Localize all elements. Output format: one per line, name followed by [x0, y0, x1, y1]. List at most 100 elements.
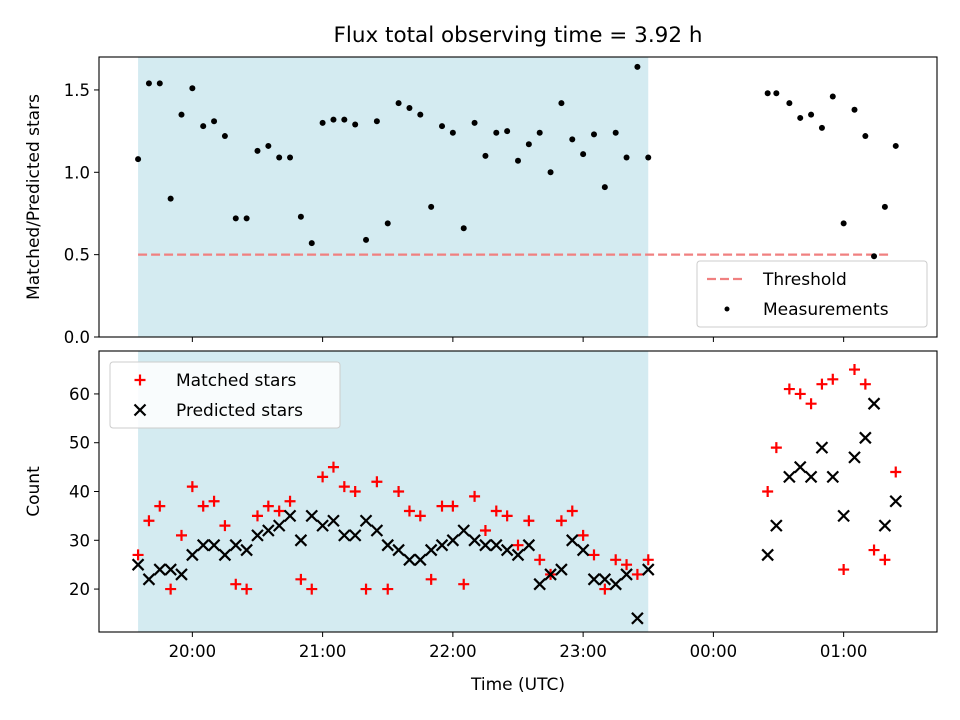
data-point	[186, 481, 198, 493]
data-point	[360, 583, 372, 595]
data-point	[515, 157, 521, 164]
data-point	[761, 548, 774, 562]
data-point	[458, 578, 470, 590]
data-point	[878, 519, 892, 532]
data-point	[547, 169, 554, 176]
data-point	[826, 470, 840, 484]
data-point	[428, 203, 435, 210]
data-point	[512, 539, 524, 551]
data-point	[154, 500, 166, 512]
data-point	[890, 466, 902, 478]
data-point	[794, 388, 806, 400]
data-point	[493, 129, 500, 136]
data-point	[867, 397, 881, 410]
x-tick-label: 23:00	[559, 642, 607, 661]
data-point	[251, 510, 263, 522]
data-point	[555, 515, 567, 527]
data-point	[536, 129, 543, 136]
data-point	[565, 534, 579, 547]
data-point	[645, 154, 652, 161]
y-axis-label: Matched/Predicted stars	[24, 94, 44, 300]
data-point	[207, 538, 221, 552]
data-point	[501, 510, 513, 522]
legend-label: Matched stars	[176, 371, 296, 391]
data-point	[588, 549, 600, 561]
data-point	[243, 215, 250, 222]
data-point	[164, 563, 177, 576]
data-point	[403, 505, 415, 517]
data-point	[590, 131, 597, 138]
data-point	[370, 524, 384, 537]
data-point	[272, 519, 286, 532]
data-point	[523, 515, 535, 527]
data-point	[200, 123, 207, 130]
data-point	[770, 519, 783, 532]
data-point	[468, 534, 481, 547]
data-point	[793, 460, 807, 474]
data-point	[805, 398, 817, 410]
x-tick-label: 22:00	[429, 642, 477, 661]
data-point	[623, 154, 630, 161]
data-point	[490, 505, 502, 517]
data-point	[276, 154, 283, 161]
data-point	[439, 123, 446, 130]
data-point	[555, 563, 568, 576]
data-point	[308, 240, 315, 247]
data-point	[316, 519, 329, 532]
data-point	[859, 378, 871, 390]
data-point	[196, 538, 210, 552]
data-point	[889, 494, 903, 508]
data-point	[382, 583, 394, 595]
data-point	[879, 554, 891, 566]
data-point	[384, 220, 391, 227]
legend-label: Threshold	[762, 270, 847, 290]
data-point	[569, 136, 576, 143]
data-point	[352, 121, 359, 128]
data-point	[871, 253, 878, 260]
data-point	[829, 93, 836, 100]
legend-x-swatch	[133, 403, 147, 417]
data-point	[471, 119, 478, 126]
data-point	[178, 111, 185, 118]
data-point	[393, 486, 405, 497]
data-point	[295, 573, 307, 585]
data-point	[469, 490, 481, 502]
data-point	[221, 133, 228, 140]
data-point	[327, 514, 340, 528]
data-point	[490, 538, 503, 552]
data-point	[522, 538, 536, 552]
data-point	[610, 554, 622, 566]
data-point	[642, 554, 654, 566]
data-point	[764, 90, 771, 97]
data-point	[359, 514, 373, 528]
data-point	[837, 509, 850, 523]
data-point	[156, 80, 163, 87]
axes-frame	[98, 56, 938, 338]
data-point	[533, 577, 546, 591]
data-point	[804, 470, 818, 484]
data-point	[566, 505, 578, 517]
data-point	[816, 378, 828, 390]
data-point	[317, 471, 329, 483]
top-panel: 0.0 0.5 1.0 1.5 Matched/Predicted stars Thres…	[24, 56, 938, 347]
data-point	[577, 529, 589, 541]
data-point	[840, 220, 847, 227]
data-point	[143, 515, 155, 527]
data-point	[395, 100, 402, 107]
data-point	[211, 118, 218, 125]
data-point	[818, 124, 825, 131]
data-point	[135, 156, 142, 163]
data-point	[371, 476, 383, 488]
data-point	[189, 85, 196, 92]
data-point	[145, 80, 152, 87]
data-point	[273, 505, 285, 517]
data-point	[230, 578, 242, 590]
data-point	[848, 451, 861, 464]
y-tick-label: 60	[69, 385, 90, 404]
data-point	[482, 152, 489, 159]
data-point	[338, 529, 351, 542]
data-point	[500, 543, 514, 557]
data-point	[373, 118, 380, 125]
data-point	[349, 486, 361, 497]
legend-dot-swatch	[724, 306, 730, 312]
